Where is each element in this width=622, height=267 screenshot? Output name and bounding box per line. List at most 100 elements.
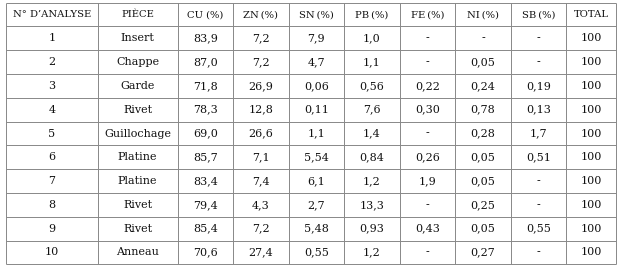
Text: 0,06: 0,06 (304, 81, 329, 91)
Text: Garde: Garde (121, 81, 155, 91)
Text: 7,6: 7,6 (363, 105, 381, 115)
Text: 0,84: 0,84 (360, 152, 384, 162)
Text: -: - (425, 128, 429, 139)
Text: Chappe: Chappe (116, 57, 159, 67)
Text: -: - (425, 57, 429, 67)
Text: 71,8: 71,8 (193, 81, 218, 91)
Text: NI (%): NI (%) (467, 10, 499, 19)
Text: 1,4: 1,4 (363, 128, 381, 139)
Text: Rivet: Rivet (123, 200, 152, 210)
Text: Platine: Platine (118, 176, 157, 186)
Text: 7,9: 7,9 (308, 33, 325, 43)
Text: 83,4: 83,4 (193, 176, 218, 186)
Text: 100: 100 (580, 128, 601, 139)
Text: 0,43: 0,43 (415, 224, 440, 234)
Text: 70,6: 70,6 (193, 248, 218, 257)
Text: 4: 4 (49, 105, 55, 115)
Text: -: - (537, 248, 541, 257)
Text: 0,24: 0,24 (471, 81, 496, 91)
Text: 0,28: 0,28 (471, 128, 496, 139)
Text: 26,6: 26,6 (248, 128, 273, 139)
Text: 7: 7 (49, 176, 55, 186)
Text: ZN (%): ZN (%) (243, 10, 279, 19)
Text: 0,30: 0,30 (415, 105, 440, 115)
Text: Rivet: Rivet (123, 105, 152, 115)
Text: 87,0: 87,0 (193, 57, 218, 67)
Text: 100: 100 (580, 176, 601, 186)
Text: 0,22: 0,22 (415, 81, 440, 91)
Text: 0,05: 0,05 (471, 57, 496, 67)
Text: 0,25: 0,25 (471, 200, 496, 210)
Text: 100: 100 (580, 57, 601, 67)
Text: 5: 5 (49, 128, 55, 139)
Text: 7,2: 7,2 (252, 57, 270, 67)
Text: 0,27: 0,27 (471, 248, 495, 257)
Text: 85,7: 85,7 (193, 152, 218, 162)
Text: 13,3: 13,3 (360, 200, 384, 210)
Text: -: - (537, 200, 541, 210)
Text: 0,55: 0,55 (526, 224, 551, 234)
Text: 2,7: 2,7 (308, 200, 325, 210)
Text: -: - (537, 176, 541, 186)
Text: SN (%): SN (%) (299, 10, 334, 19)
Text: Insert: Insert (121, 33, 154, 43)
Text: -: - (537, 33, 541, 43)
Text: 0,78: 0,78 (471, 105, 495, 115)
Text: 0,51: 0,51 (526, 152, 551, 162)
Text: CU (%): CU (%) (187, 10, 223, 19)
Text: SB (%): SB (%) (522, 10, 555, 19)
Text: 69,0: 69,0 (193, 128, 218, 139)
Text: FE (%): FE (%) (411, 10, 444, 19)
Text: PB (%): PB (%) (355, 10, 389, 19)
Text: 1,2: 1,2 (363, 248, 381, 257)
Text: 0,05: 0,05 (471, 152, 496, 162)
Text: 9: 9 (49, 224, 55, 234)
Text: 26,9: 26,9 (248, 81, 273, 91)
Text: 79,4: 79,4 (193, 200, 218, 210)
Text: -: - (425, 248, 429, 257)
Text: -: - (425, 200, 429, 210)
Text: 100: 100 (580, 81, 601, 91)
Text: 100: 100 (580, 152, 601, 162)
Text: Anneau: Anneau (116, 248, 159, 257)
Text: 7,2: 7,2 (252, 224, 270, 234)
Text: 0,55: 0,55 (304, 248, 329, 257)
Text: 5,48: 5,48 (304, 224, 329, 234)
Text: -: - (481, 33, 485, 43)
Text: PIÈCE: PIÈCE (121, 10, 154, 19)
Text: 1,1: 1,1 (363, 57, 381, 67)
Text: 7,2: 7,2 (252, 33, 270, 43)
Text: 85,4: 85,4 (193, 224, 218, 234)
Text: 7,1: 7,1 (252, 152, 270, 162)
Text: 0,05: 0,05 (471, 176, 496, 186)
Text: 4,3: 4,3 (252, 200, 270, 210)
Text: N° D’ANALYSE: N° D’ANALYSE (13, 10, 91, 19)
Text: 100: 100 (580, 224, 601, 234)
Text: 1,2: 1,2 (363, 176, 381, 186)
Text: -: - (425, 33, 429, 43)
Text: 5,54: 5,54 (304, 152, 329, 162)
Text: TOTAL: TOTAL (573, 10, 608, 19)
Text: 6: 6 (49, 152, 55, 162)
Text: 0,05: 0,05 (471, 224, 496, 234)
Text: 100: 100 (580, 248, 601, 257)
Text: 1: 1 (49, 33, 55, 43)
Text: 8: 8 (49, 200, 55, 210)
Text: Guillochage: Guillochage (104, 128, 171, 139)
Text: 1,1: 1,1 (307, 128, 325, 139)
Text: 4,7: 4,7 (308, 57, 325, 67)
Text: 0,19: 0,19 (526, 81, 551, 91)
Text: 0,93: 0,93 (360, 224, 384, 234)
Text: 0,11: 0,11 (304, 105, 329, 115)
Text: 0,56: 0,56 (360, 81, 384, 91)
Text: 6,1: 6,1 (307, 176, 325, 186)
Text: 27,4: 27,4 (249, 248, 273, 257)
Text: 0,13: 0,13 (526, 105, 551, 115)
Text: 12,8: 12,8 (248, 105, 273, 115)
Text: 83,9: 83,9 (193, 33, 218, 43)
Text: 1,0: 1,0 (363, 33, 381, 43)
Text: 2: 2 (49, 57, 55, 67)
Text: 100: 100 (580, 105, 601, 115)
Text: 1,7: 1,7 (530, 128, 547, 139)
Text: 3: 3 (49, 81, 55, 91)
